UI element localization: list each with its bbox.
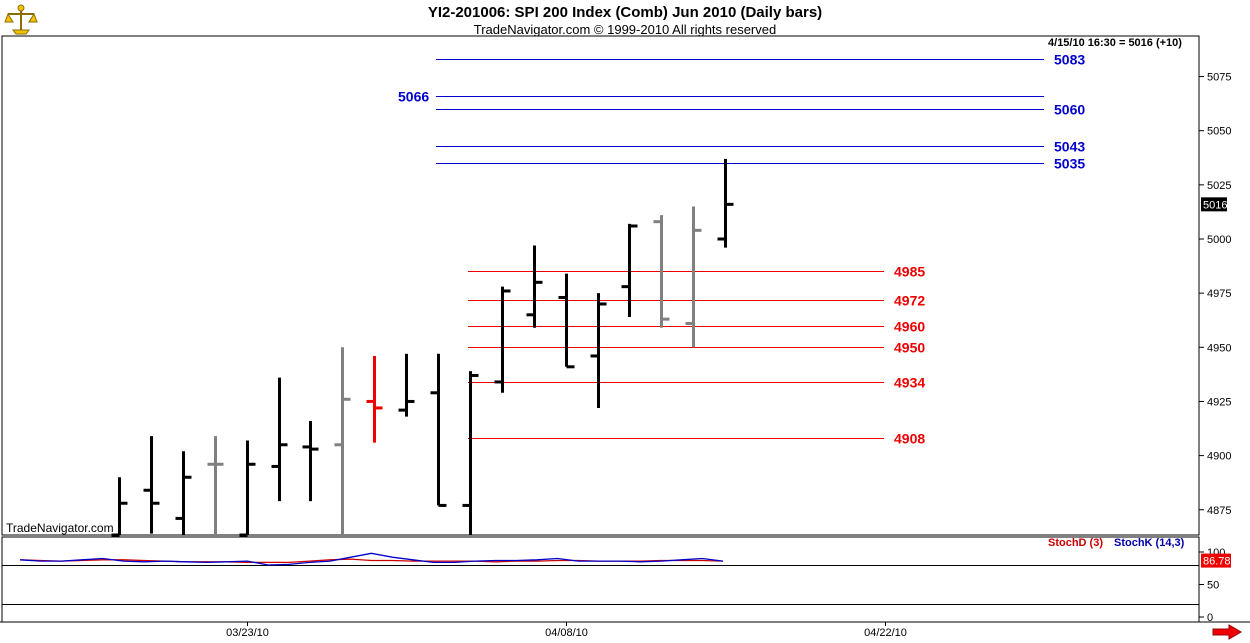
stoch-tick-label: 0 <box>1207 612 1213 624</box>
price-tick-label: 5050 <box>1207 126 1231 138</box>
chart-title: YI2-201006: SPI 200 Index (Comb) Jun 201… <box>427 4 823 21</box>
level-label: 4908 <box>894 431 925 447</box>
stoch-last-box <box>1201 553 1231 568</box>
legend-stochk: StochK (14,3) <box>1114 537 1185 549</box>
scroll-right-arrow-icon[interactable] <box>1211 624 1243 640</box>
stoch-last-label: 86.78 <box>1203 556 1231 568</box>
price-bars <box>111 158 734 537</box>
level-label: 5083 <box>1054 52 1085 68</box>
date-tick-label: 04/22/10 <box>864 627 907 639</box>
copyright-subtitle: TradeNavigator.com © 1999-2010 All right… <box>473 22 777 37</box>
price-tick-label: 4875 <box>1207 505 1231 517</box>
price-tick-label: 5075 <box>1207 72 1231 84</box>
level-label: 4985 <box>894 264 925 280</box>
last-price-label: 5016 <box>1203 199 1227 211</box>
level-label: 4960 <box>894 319 925 335</box>
stoch-tick-label: 50 <box>1207 580 1219 592</box>
level-label: 5060 <box>1054 102 1085 118</box>
last-price-box <box>1201 197 1227 212</box>
price-axis: 4875 4900 4925 4950 4975 5000 5025 5050 5075 5016 <box>1199 72 1231 517</box>
level-label: 5035 <box>1054 156 1085 172</box>
date-tick-label: 03/23/10 <box>226 627 269 639</box>
chart-frame <box>0 35 1250 623</box>
stochastic-panel-border <box>1 536 1200 623</box>
price-tick-label: 5000 <box>1207 234 1231 246</box>
price-tick-label: 4900 <box>1207 451 1231 463</box>
date-tick-label: 04/08/10 <box>545 627 588 639</box>
level-label: 4972 <box>894 293 925 309</box>
price-panel-border <box>1 35 1200 536</box>
tradenavigator-logo-icon[interactable] <box>4 4 38 36</box>
price-tick-label: 4975 <box>1207 288 1231 300</box>
legend-stochd: StochD (3) <box>1048 537 1103 549</box>
last-price-info: 4/15/10 16:30 = 5016 (+10) <box>1048 37 1182 49</box>
level-label: 4950 <box>894 340 925 356</box>
level-label: 4934 <box>894 375 925 391</box>
watermark-text: TradeNavigator.com <box>6 521 114 535</box>
stoch-series-line <box>19 552 724 566</box>
price-tick-label: 4925 <box>1207 396 1231 408</box>
date-axis: 03/23/10 04/08/10 04/22/10 <box>226 622 907 639</box>
price-tick-label: 4950 <box>1207 342 1231 354</box>
level-label: 5043 <box>1054 139 1085 155</box>
price-tick-label: 5025 <box>1207 180 1231 192</box>
level-label: 5066 <box>398 89 429 105</box>
